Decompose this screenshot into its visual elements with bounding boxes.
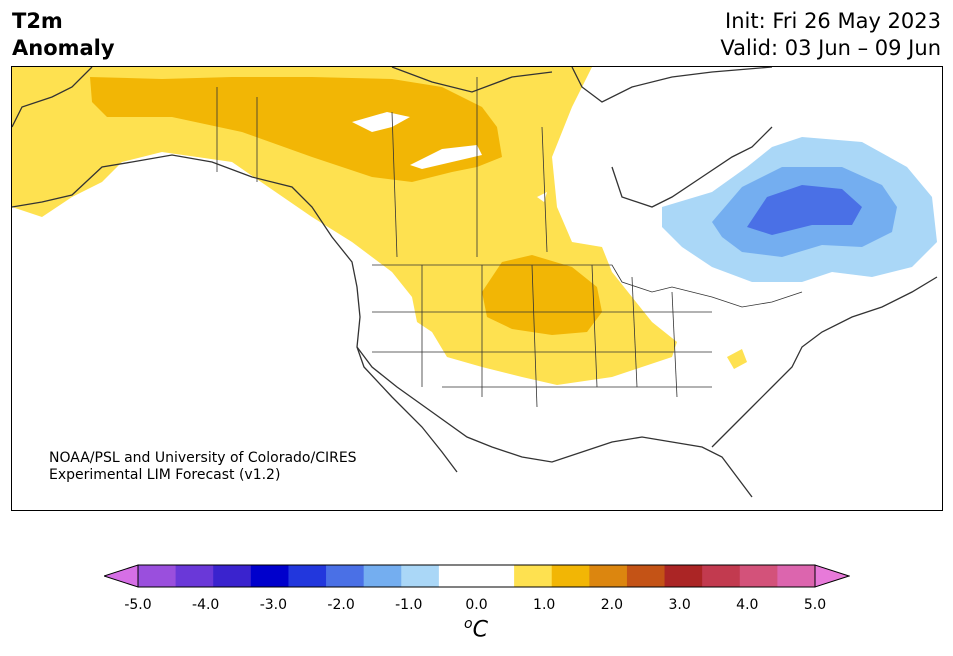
colorbar-frame: [137, 564, 816, 588]
colorbar-tick-label: 3.0: [668, 597, 691, 613]
political-borders: [216, 77, 803, 408]
variable-label: T2m: [12, 9, 63, 33]
forecast-dates: Init: Fri 26 May 2023 Valid: 03 Jun – 09…: [720, 8, 941, 62]
unit-label: C: [472, 617, 488, 643]
colorbar-segment: [175, 565, 214, 587]
colorbar-segment: [401, 565, 440, 587]
colorbar: [104, 564, 850, 588]
colorbar-segment: [589, 565, 628, 587]
anomaly-map: [11, 66, 943, 511]
colorbar-unit: oC: [464, 616, 488, 642]
colorbar-tick-label: 0.0: [465, 597, 488, 613]
colorbar-segment: [250, 565, 289, 587]
colorbar-segment: [702, 565, 741, 587]
colorbar-tick-label: -4.0: [192, 597, 220, 613]
field-label: Anomaly: [12, 36, 115, 60]
colorbar-segment: [664, 565, 703, 587]
colorbar-segment: [777, 565, 816, 587]
colorbar-segment: [326, 565, 365, 587]
colorbar-tick-label: -1.0: [395, 597, 423, 613]
colorbar-tick-label: 4.0: [736, 597, 759, 613]
coastlines: [12, 67, 938, 498]
colorbar-segment: [626, 565, 666, 587]
unit-degree: o: [464, 616, 473, 632]
map-title: T2m Anomaly: [12, 8, 115, 62]
credit-text: NOAA/PSL and University of Colorado/CIRE…: [49, 450, 357, 484]
lake: [410, 145, 482, 169]
lake: [352, 112, 410, 132]
colorbar-segment: [551, 565, 590, 587]
colorbar-tick-label: -3.0: [259, 597, 288, 613]
colorbar-min-arrow: [104, 564, 139, 588]
colorbar-segment: [514, 565, 553, 587]
colorbar-tick-label: 1.0: [533, 597, 556, 613]
colorbar-max-arrow: [814, 564, 850, 588]
anomaly-region-orange-plains: [482, 255, 602, 335]
colorbar-tick-label: 5.0: [803, 597, 827, 613]
credit-line-2: Experimental LIM Forecast (v1.2): [49, 467, 281, 483]
colorbar-segment: [438, 565, 477, 587]
valid-range: Valid: 03 Jun – 09 Jun: [720, 36, 941, 60]
map-svg: [12, 67, 938, 498]
colorbar-segment: [288, 565, 327, 587]
anomaly-region-small-yellow: [727, 349, 747, 369]
colorbar-tick-label: 2.0: [600, 597, 624, 613]
credit-line-1: NOAA/PSL and University of Colorado/CIRE…: [49, 450, 357, 466]
init-date: Init: Fri 26 May 2023: [725, 9, 941, 33]
colorbar-segment: [476, 565, 515, 587]
colorbar-segment: [213, 565, 252, 587]
colorbar-segment: [138, 565, 177, 587]
colorbar-tick-label: -2.0: [327, 597, 355, 613]
colorbar-segment: [739, 565, 778, 587]
colorbar-tick-label: -5.0: [124, 597, 152, 613]
anomaly-region-deep-blue: [747, 185, 862, 235]
anomaly-region-orange-north: [90, 77, 502, 182]
colorbar-ticks: -5.0 -4.0 -3.0 -2.0 -1.0 0.0 1.0 2.0 3.0 4.0 5.0: [0, 597, 953, 617]
colorbar-segment: [363, 565, 402, 587]
